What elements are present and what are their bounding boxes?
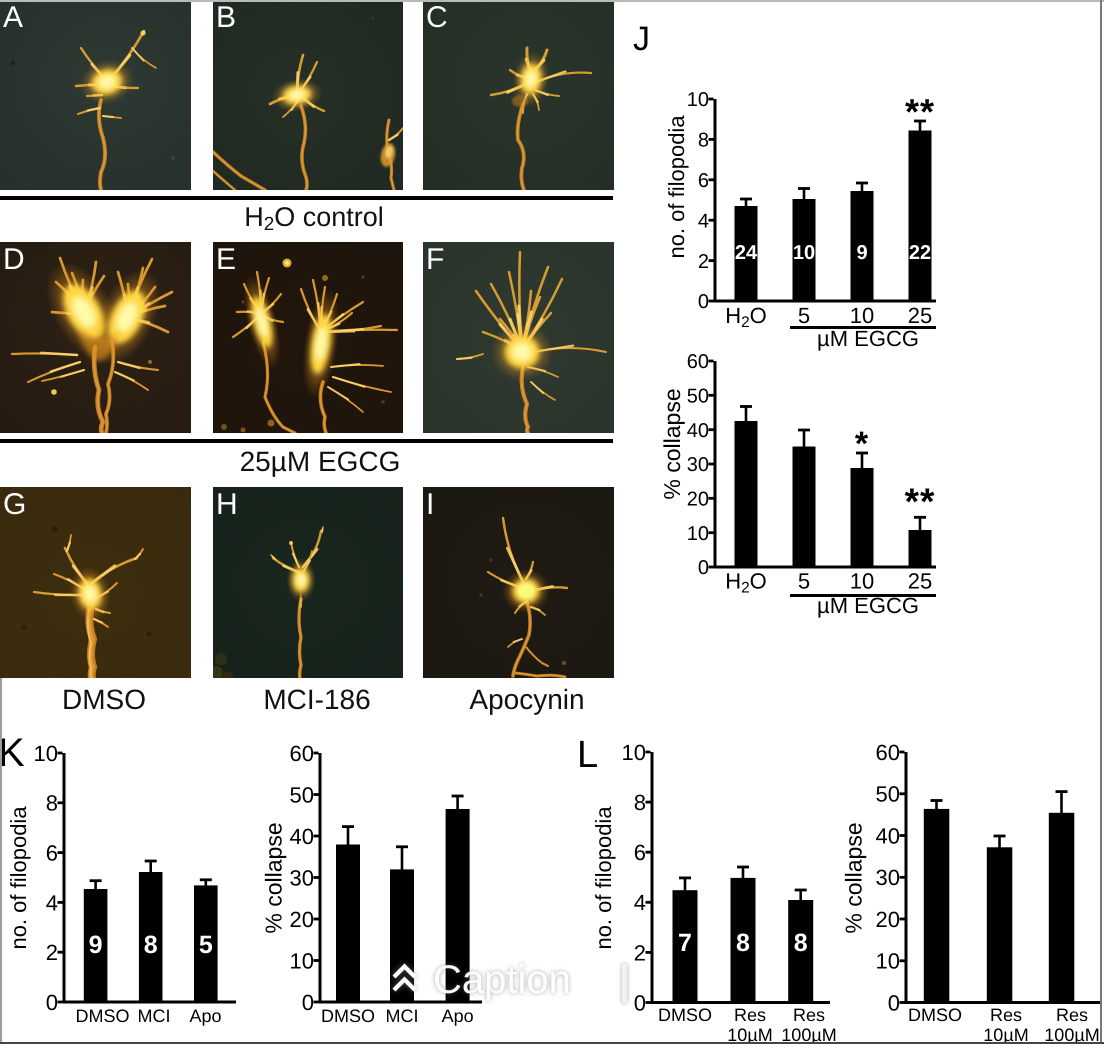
svg-text:D: D [3, 243, 25, 276]
svg-text:µM EGCG: µM EGCG [817, 593, 919, 618]
svg-text:E: E [216, 243, 236, 276]
svg-text:22: 22 [909, 242, 931, 264]
svg-text:8: 8 [736, 929, 750, 957]
svg-text:**: ** [905, 481, 936, 522]
svg-text:µM EGCG: µM EGCG [817, 326, 919, 351]
svg-text:2: 2 [698, 251, 709, 273]
svg-text:10: 10 [850, 303, 874, 328]
svg-text:J: J [633, 20, 650, 58]
svg-text:0: 0 [698, 291, 709, 313]
svg-text:50: 50 [687, 386, 709, 408]
svg-text:% collapse: % collapse [841, 822, 867, 933]
svg-text:10: 10 [876, 949, 900, 974]
svg-text:0: 0 [634, 990, 646, 1015]
svg-text:no. of filopodia: no. of filopodia [591, 806, 616, 950]
svg-text:8: 8 [698, 130, 709, 152]
svg-text:25: 25 [908, 303, 932, 328]
svg-text:no. of filopodia: no. of filopodia [664, 115, 689, 259]
svg-text:B: B [216, 1, 236, 34]
svg-text:24: 24 [735, 242, 758, 264]
svg-text:% collapse: % collapse [659, 388, 685, 499]
svg-text:Apo: Apo [442, 1006, 474, 1026]
svg-text:8: 8 [794, 929, 808, 957]
svg-text:*: * [855, 425, 869, 463]
svg-text:20: 20 [687, 489, 709, 511]
svg-text:Res: Res [1056, 1005, 1088, 1025]
svg-text:DMSO: DMSO [76, 1006, 130, 1026]
svg-text:40: 40 [876, 823, 900, 848]
svg-text:A: A [3, 1, 23, 34]
svg-text:10: 10 [34, 741, 58, 766]
svg-text:6: 6 [698, 170, 709, 192]
svg-text:9: 9 [856, 242, 867, 264]
svg-text:5: 5 [199, 931, 213, 959]
svg-text:**: ** [905, 91, 935, 132]
svg-text:2: 2 [46, 940, 58, 965]
svg-text:2: 2 [634, 940, 646, 965]
svg-text:0: 0 [698, 557, 709, 579]
svg-text:10: 10 [687, 89, 709, 111]
svg-text:C: C [426, 1, 448, 34]
svg-text:4: 4 [46, 890, 58, 915]
svg-text:10µM: 10µM [727, 1025, 772, 1044]
svg-text:0: 0 [46, 990, 58, 1015]
svg-text:100µM: 100µM [781, 1025, 836, 1044]
svg-text:Res: Res [734, 1005, 766, 1025]
svg-text:60: 60 [876, 740, 900, 765]
svg-text:40: 40 [290, 824, 314, 849]
svg-text:L: L [577, 734, 598, 776]
svg-text:10: 10 [290, 948, 314, 973]
svg-text:H: H [216, 488, 238, 521]
svg-text:50: 50 [876, 782, 900, 807]
svg-text:5: 5 [798, 303, 810, 328]
svg-text:G: G [3, 488, 26, 521]
svg-text:0: 0 [302, 990, 314, 1015]
svg-text:% collapse: % collapse [261, 822, 287, 933]
svg-text:6: 6 [46, 841, 58, 866]
svg-text:50: 50 [290, 782, 314, 807]
svg-text:MCI: MCI [138, 1006, 171, 1026]
svg-text:DMSO: DMSO [658, 1005, 712, 1025]
svg-text:10: 10 [793, 242, 815, 264]
svg-text:Res: Res [990, 1005, 1022, 1025]
svg-text:25: 25 [908, 569, 932, 594]
svg-text:F: F [426, 243, 444, 276]
svg-text:Apo: Apo [189, 1006, 221, 1026]
svg-text:Res: Res [793, 1005, 825, 1025]
svg-text:8: 8 [634, 790, 646, 815]
svg-text:10: 10 [622, 740, 646, 765]
svg-text:8: 8 [46, 791, 58, 816]
svg-text:H2O: H2O [725, 303, 767, 331]
svg-text:4: 4 [634, 890, 646, 915]
svg-text:K: K [0, 731, 25, 775]
svg-text:30: 30 [290, 865, 314, 890]
svg-text:MCI: MCI [386, 1006, 419, 1026]
svg-text:20: 20 [290, 907, 314, 932]
svg-text:6: 6 [634, 840, 646, 865]
svg-text:100µM: 100µM [1044, 1025, 1099, 1044]
svg-text:10µM: 10µM [983, 1025, 1028, 1044]
svg-text:H2O: H2O [725, 569, 767, 597]
svg-text:DMSO: DMSO [321, 1006, 375, 1026]
svg-text:30: 30 [687, 454, 709, 476]
svg-text:no. of filopodia: no. of filopodia [6, 806, 31, 950]
svg-text:60: 60 [290, 741, 314, 766]
svg-text:4: 4 [698, 210, 709, 232]
svg-text:40: 40 [687, 420, 709, 442]
svg-text:20: 20 [876, 907, 900, 932]
svg-text:60: 60 [687, 351, 709, 373]
svg-text:5: 5 [798, 569, 810, 594]
svg-text:8: 8 [144, 931, 158, 959]
svg-text:9: 9 [89, 931, 103, 959]
svg-text:DMSO: DMSO [908, 1005, 962, 1025]
svg-text:10: 10 [687, 523, 709, 545]
svg-text:0: 0 [888, 990, 900, 1015]
svg-text:I: I [426, 488, 434, 521]
svg-text:7: 7 [678, 929, 692, 957]
svg-text:10: 10 [850, 569, 874, 594]
svg-text:30: 30 [876, 865, 900, 890]
